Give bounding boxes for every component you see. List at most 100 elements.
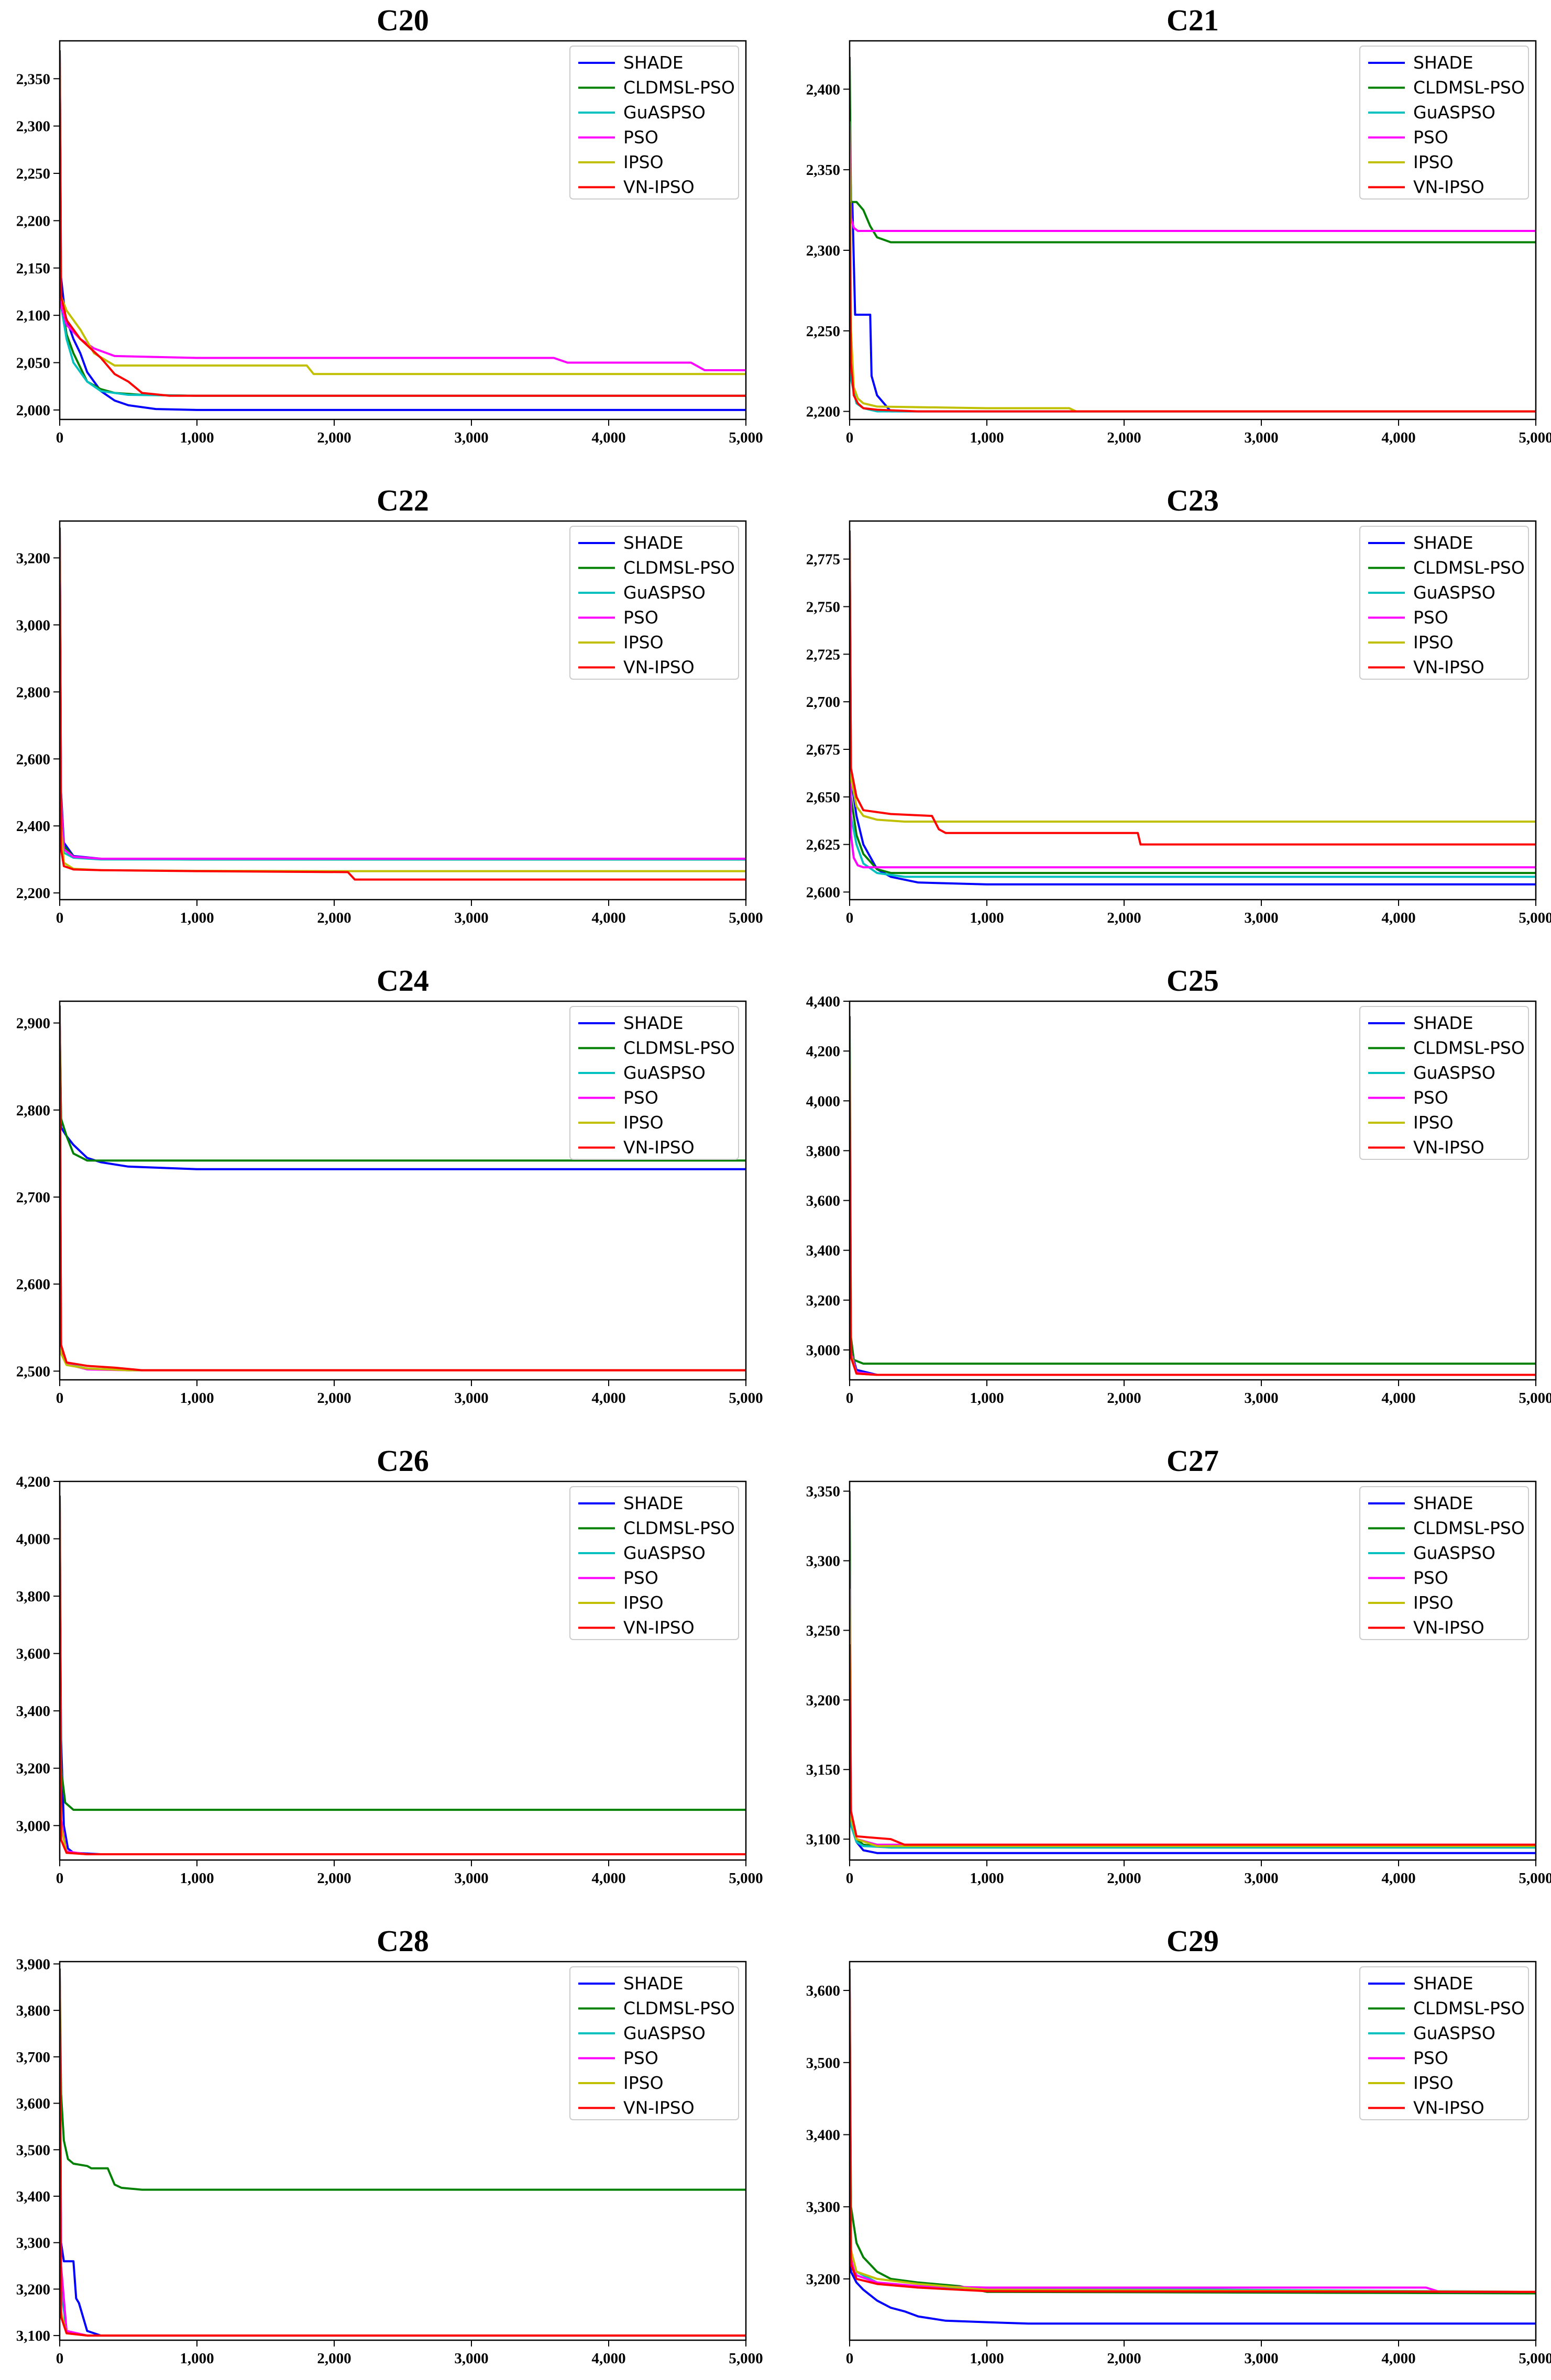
y-tick-label: 4,000	[806, 1093, 840, 1110]
legend-label: SHADE	[623, 1013, 684, 1033]
y-tick-label: 2,250	[806, 323, 840, 340]
series-line-vn-ipso	[60, 1005, 746, 1371]
y-tick-label: 2,725	[806, 646, 840, 663]
series-line-cldmsl-pso	[60, 1973, 746, 2191]
x-tick-label: 1,000	[180, 429, 214, 446]
y-tick-label: 2,700	[16, 1189, 50, 1206]
legend-label: SHADE	[1413, 1013, 1473, 1033]
y-tick-label: 2,700	[806, 694, 840, 711]
plot-frame	[849, 1961, 1537, 2341]
y-tick-label: 2,350	[806, 162, 840, 179]
y-tick-label: 3,800	[16, 1588, 50, 1605]
y-tick-label: 3,800	[806, 1143, 840, 1159]
y-tick-label: 3,400	[806, 1243, 840, 1259]
y-tick-label: 2,200	[16, 885, 50, 902]
x-tick-label: 2,000	[1107, 1390, 1141, 1407]
chart-svg: C24 0 1,000 2,000 3,000 4,000 5,000 2,500 2,600 2…	[16, 964, 763, 1407]
x-tick-label: 5,000	[1519, 910, 1551, 926]
y-tick-label: 2,250	[16, 165, 50, 182]
x-tick-label: 3,000	[1244, 910, 1278, 926]
chart-svg: C27 0 1,000 2,000 3,000 4,000 5,000 3,100 3,150 3…	[806, 1444, 1551, 1887]
y-tick-label: 3,100	[16, 2328, 50, 2344]
legend: SHADE CLDMSL-PSO GuASPSO PSO IPSO VN-IPSO	[1359, 526, 1529, 680]
legend: SHADE CLDMSL-PSO GuASPSO PSO IPSO VN-IPSO	[569, 1006, 739, 1160]
x-tick-label: 5,000	[729, 2350, 763, 2367]
plot-frame	[849, 520, 1537, 901]
plot-frame	[59, 1000, 747, 1381]
x-tick-label: 5,000	[729, 1390, 763, 1407]
legend-label: PSO	[1413, 127, 1448, 148]
y-tick-label: 3,200	[806, 2271, 840, 2288]
legend-label: GuASPSO	[623, 1062, 706, 1083]
legend-label: VN-IPSO	[1413, 1137, 1484, 1158]
y-tick-label: 2,600	[16, 751, 50, 768]
chart-title: C21	[1167, 3, 1219, 37]
legend-box	[1359, 1486, 1529, 1640]
x-tick-label: 5,000	[1519, 1390, 1551, 1407]
legend: SHADE CLDMSL-PSO GuASPSO PSO IPSO VN-IPSO	[569, 526, 739, 680]
series-line-shade	[60, 1973, 746, 2337]
chart-c23: C23 0 1,000 2,000 3,000 4,000 5,000 2,600 2,625 2…	[790, 480, 1551, 939]
chart-c21: C21 0 1,000 2,000 3,000 4,000 5,000 2,200 2,250 2…	[790, 0, 1551, 459]
legend-label: CLDMSL-PSO	[1413, 558, 1525, 578]
legend-label: GuASPSO	[623, 102, 706, 123]
legend-box	[569, 1966, 739, 2120]
legend-label: GuASPSO	[623, 2023, 706, 2043]
legend-label: IPSO	[623, 1592, 664, 1613]
chart-svg: C28 0 1,000 2,000 3,000 4,000 5,000 3,100 3,200 3…	[16, 1924, 763, 2367]
y-tick-label: 3,350	[806, 1484, 840, 1500]
x-tick-label: 0	[846, 910, 854, 926]
x-tick-label: 4,000	[1381, 1870, 1415, 1887]
y-tick-label: 2,150	[16, 260, 50, 277]
x-tick-label: 0	[56, 910, 64, 926]
legend-label: SHADE	[623, 52, 684, 73]
chart-title: C25	[1167, 964, 1219, 998]
chart-c25: C25 0 1,000 2,000 3,000 4,000 5,000 3,000 3,200 3…	[790, 960, 1551, 1420]
legend-label: SHADE	[1413, 1973, 1473, 1994]
legend-label: PSO	[1413, 1088, 1448, 1108]
x-tick-label: 3,000	[1244, 429, 1278, 446]
x-tick-label: 1,000	[180, 1390, 214, 1407]
x-tick-label: 0	[56, 1870, 64, 1887]
chart-title: C28	[377, 1924, 429, 1958]
series-line-pso	[850, 530, 1536, 869]
legend-box	[1359, 1006, 1529, 1160]
chart-c20: C20 0 1,000 2,000 3,000 4,000 5,000 2,000 2,050 2…	[0, 0, 763, 459]
x-tick-label: 2,000	[1107, 429, 1141, 446]
y-tick-label: 3,000	[16, 1818, 50, 1834]
y-tick-label: 3,150	[806, 1762, 840, 1778]
x-tick-label: 4,000	[1381, 910, 1415, 926]
legend-label: CLDMSL-PSO	[623, 78, 735, 98]
x-tick-label: 4,000	[591, 429, 625, 446]
x-tick-label: 0	[56, 1390, 64, 1407]
x-tick-label: 3,000	[1244, 1390, 1278, 1407]
x-tick-label: 5,000	[729, 429, 763, 446]
chart-c28: C28 0 1,000 2,000 3,000 4,000 5,000 3,100 3,200 3…	[0, 1921, 763, 2380]
legend-label: IPSO	[623, 1112, 664, 1133]
chart-svg: C23 0 1,000 2,000 3,000 4,000 5,000 2,600 2,625 2…	[806, 483, 1551, 926]
legend-label: SHADE	[623, 1973, 684, 1994]
y-tick-label: 3,200	[806, 1292, 840, 1309]
y-tick-label: 2,750	[806, 599, 840, 615]
legend-label: GuASPSO	[623, 582, 706, 603]
y-tick-label: 3,100	[806, 1831, 840, 1848]
chart-title: C27	[1167, 1444, 1219, 1478]
legend-label: PSO	[1413, 607, 1448, 628]
y-tick-label: 2,000	[16, 402, 50, 419]
legend-label: IPSO	[623, 632, 664, 652]
y-tick-label: 2,400	[806, 81, 840, 98]
x-tick-label: 5,000	[729, 1870, 763, 1887]
chart-svg: C21 0 1,000 2,000 3,000 4,000 5,000 2,200 2,250 2…	[806, 3, 1551, 446]
legend-label: VN-IPSO	[1413, 1618, 1484, 1638]
x-tick-label: 3,000	[454, 2350, 488, 2367]
legend-box	[1359, 1966, 1529, 2120]
y-tick-label: 3,300	[806, 2199, 840, 2216]
chart-title: C22	[377, 483, 429, 517]
series-line-guaspso	[850, 1630, 1536, 1849]
legend-label: CLDMSL-PSO	[1413, 1518, 1525, 1538]
legend-box	[1359, 526, 1529, 680]
legend-label: SHADE	[1413, 52, 1473, 73]
chart-svg: C26 0 1,000 2,000 3,000 4,000 5,000 3,000 3,200 3…	[16, 1444, 763, 1887]
x-tick-label: 2,000	[317, 429, 351, 446]
